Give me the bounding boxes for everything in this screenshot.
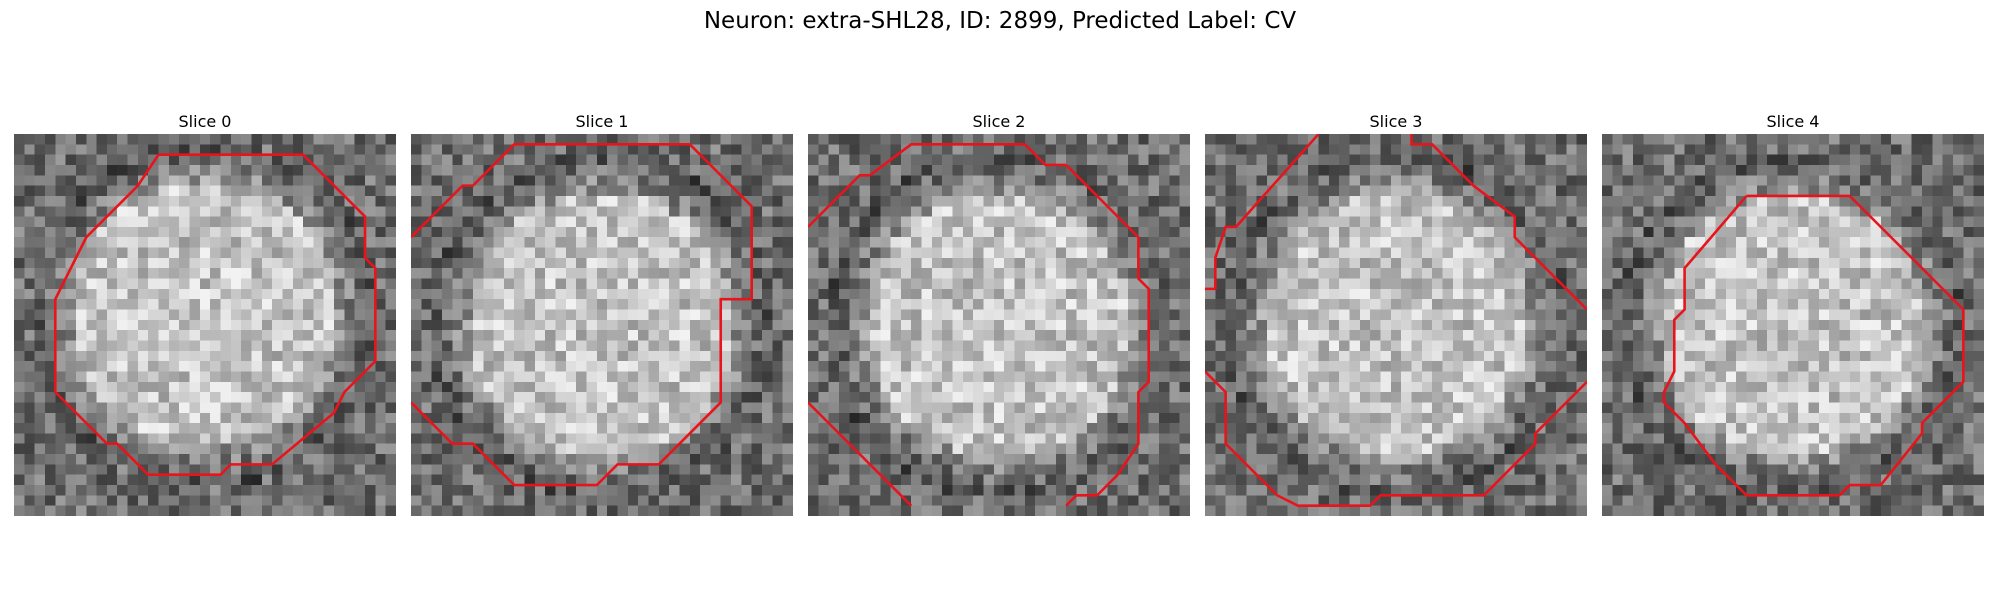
slice-image (808, 134, 1190, 516)
slice-title: Slice 2 (972, 112, 1026, 131)
cell-contour-line (1410, 134, 1587, 311)
slice-title: Slice 1 (575, 112, 629, 131)
cell-contour-line (1205, 134, 1320, 291)
cell-contour-line (1205, 370, 1587, 507)
slice-panel-2: Slice 2 (808, 110, 1190, 516)
slice-image (14, 134, 396, 516)
slice-image (1205, 134, 1587, 516)
figure-title: Neuron: extra-SHL28, ID: 2899, Predicted… (703, 8, 1297, 34)
slice-title: Slice 0 (178, 112, 232, 131)
slice-image (1602, 134, 1984, 516)
cell-contour-line (1662, 194, 1965, 497)
cell-contour-line (808, 401, 913, 507)
slice-image-frame (411, 134, 793, 516)
contour-overlay (1205, 134, 1587, 507)
contour-overlay (1662, 194, 1965, 497)
slice-image-frame (1205, 134, 1587, 516)
slice-panel-0: Slice 0 (14, 110, 396, 516)
slice-panel-1: Slice 1 (411, 110, 793, 516)
slice-image-frame (808, 134, 1190, 516)
cell-contour-line (53, 153, 377, 477)
cell-contour-line (1065, 164, 1151, 507)
cell-contour-line (411, 143, 754, 487)
slice-panel-4: Slice 4 (1602, 110, 1984, 516)
slice-title: Slice 3 (1369, 112, 1423, 131)
cell-contour-line (808, 143, 1067, 228)
slice-image-frame (1602, 134, 1984, 516)
contour-overlay (411, 143, 754, 487)
slice-panel-3: Slice 3 (1205, 110, 1587, 516)
slice-image-frame (14, 134, 396, 516)
slice-title: Slice 4 (1766, 112, 1820, 131)
slice-image (411, 134, 793, 516)
contour-overlay (53, 153, 377, 477)
contour-overlay (808, 143, 1151, 507)
